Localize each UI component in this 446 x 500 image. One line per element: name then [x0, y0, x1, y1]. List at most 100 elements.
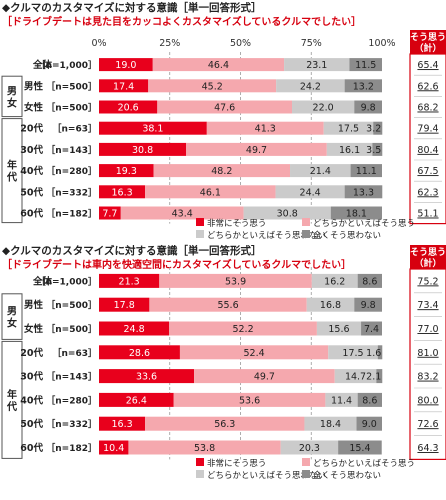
- chart1-row-n: ［n=1,000］: [37, 275, 97, 287]
- chart0-data-label: 49.7: [246, 145, 267, 156]
- chart0-total-value: 62.3: [417, 187, 438, 198]
- chart0-row-n: ［n=500］: [46, 102, 97, 114]
- chart0-bar-segment: [157, 100, 293, 114]
- chart0-legend-label: どちらかといえばそう思う: [313, 219, 415, 229]
- chart0-data-label: 3.2: [366, 124, 381, 135]
- chart1-row-label: 20代: [20, 347, 43, 359]
- chart0-bar-segment: [350, 164, 382, 178]
- chart1-data-label: 1.6: [366, 348, 381, 359]
- chart1-data-label: 53.9: [225, 276, 246, 287]
- chart1-bar-segment: [99, 321, 170, 336]
- chart0-bar-segment: [373, 121, 383, 135]
- chart0-row-n: ［n=332］: [46, 186, 97, 198]
- chart0-data-label: 24.2: [300, 81, 321, 92]
- chart0-bar-segment: [284, 58, 350, 72]
- chart1-bar-segment: [306, 297, 355, 312]
- chart0-data-label: 48.2: [211, 166, 232, 177]
- chart0-summary-header-sub: （計）: [414, 42, 441, 54]
- chart0-data-label: 21.4: [310, 166, 331, 177]
- chart0-data-label: 30.8: [277, 209, 298, 220]
- chart0-legend-swatch: [302, 218, 310, 226]
- chart1-row-n: ［n=500］: [46, 299, 97, 311]
- chart1-summary-column: [409, 268, 446, 460]
- chart1-data-label: 17.8: [114, 300, 135, 311]
- chart0-legend-swatch: [196, 218, 204, 226]
- chart0-data-label: 11.5: [355, 60, 376, 71]
- chart0-bar-segment: [323, 121, 374, 135]
- chart0-bar-segment: [120, 206, 244, 220]
- chart0-row-label: 20代: [20, 123, 43, 135]
- chart1-data-label: 15.4: [349, 443, 370, 454]
- chart1-data-label: 20.3: [299, 443, 320, 454]
- chart1-legend-swatch: [302, 470, 310, 478]
- chart1-bar-segment: [361, 321, 382, 336]
- chart0-data-label: 9.8: [361, 103, 376, 114]
- chart1-total-value: 80.0: [417, 395, 438, 406]
- chart1-data-label: 52.2: [232, 324, 253, 335]
- chart0-data-label: 16.1: [339, 145, 360, 156]
- chart0-data-label: 46.4: [208, 60, 229, 71]
- chart1-group-box: [1, 293, 23, 340]
- chart0-legend-label: 非常にそう思う: [207, 218, 266, 229]
- chart0-bar-segment: [186, 142, 327, 156]
- chart0-data-label: 43.4: [172, 209, 193, 220]
- chart0-group-box: [1, 118, 23, 224]
- chart1-bar-segment: [376, 369, 383, 384]
- chart0-data-label: 38.1: [142, 124, 163, 135]
- chart0-group-label: 年: [7, 159, 17, 172]
- chart0-xtick: 25%: [159, 38, 180, 49]
- chart0-total-value: 51.1: [417, 209, 438, 220]
- chart0-bar-segment: [99, 206, 121, 220]
- chart0-total-value: 79.4: [417, 124, 438, 135]
- chart1-summary-header-box: [410, 245, 446, 269]
- chart1-total-value: 64.3: [417, 443, 438, 454]
- chart0-data-label: 16.3: [111, 187, 132, 198]
- chart1-data-label: 52.4: [244, 348, 265, 359]
- chart1-bar-segment: [99, 345, 180, 360]
- chart0-row-label: 40代: [20, 165, 43, 177]
- chart1-legend-label: 非常にそう思う: [207, 458, 266, 469]
- chart0-bar-segment: [145, 185, 276, 199]
- chart1-data-label: 56.3: [214, 419, 235, 430]
- chart0-row-n: ［n=182］: [46, 208, 97, 220]
- chart1-bar-segment: [316, 321, 362, 336]
- chart0-data-label: 23.1: [306, 60, 327, 71]
- chart0-bar-segment: [99, 121, 207, 135]
- chart1-legend-swatch: [196, 470, 204, 478]
- chart0-data-label: 13.2: [353, 81, 374, 92]
- chart1-data-label: 8.6: [362, 395, 377, 406]
- chart0-legend-swatch: [196, 230, 204, 238]
- chart1-legend-label: 全くそう思わない: [313, 470, 381, 481]
- chart0-summary-header-box: [410, 30, 446, 54]
- chart1-bar-segment: [99, 369, 195, 384]
- chart0-row-n: ［n=63］: [53, 123, 97, 135]
- chart1-bar-segment: [99, 440, 129, 455]
- chart0-bar-segment: [330, 206, 382, 220]
- chart1-bar-segment: [145, 416, 305, 431]
- chart0-bar-segment: [99, 164, 154, 178]
- chart0-total-value: 65.4: [417, 60, 438, 71]
- chart0-legend-label: どちらかといえばそう思わない: [207, 231, 326, 241]
- chart1-group-label: 女: [7, 317, 17, 330]
- chart0-total-value: 62.6: [417, 81, 438, 92]
- chart0-bar-segment: [153, 164, 291, 178]
- chart1-bar-segment: [128, 440, 281, 455]
- chart1-data-label: 17.5: [342, 348, 363, 359]
- chart0-data-label: 41.3: [255, 124, 276, 135]
- chart1-data-label: 18.4: [320, 419, 341, 430]
- chart0-xtick: 0%: [91, 38, 106, 49]
- chart1-data-label: 8.6: [362, 276, 377, 287]
- chart0-row-label: 50代: [20, 186, 43, 198]
- chart0-bar-segment: [243, 206, 331, 220]
- chart1-row-n: ［n=143］: [46, 371, 97, 383]
- chart1-data-label: 33.6: [136, 372, 157, 383]
- chart1-bar-segment: [311, 273, 358, 288]
- chart0-bar-segment: [99, 185, 146, 199]
- chart1-data-label: 55.6: [217, 300, 238, 311]
- chart0-data-label: 45.2: [202, 81, 223, 92]
- chart0-summary-header: そう思う: [410, 32, 446, 43]
- chart1-row-n: ［n=280］: [46, 394, 97, 406]
- chart0-bar-segment: [99, 100, 158, 114]
- chart1-bar-segment: [173, 392, 326, 407]
